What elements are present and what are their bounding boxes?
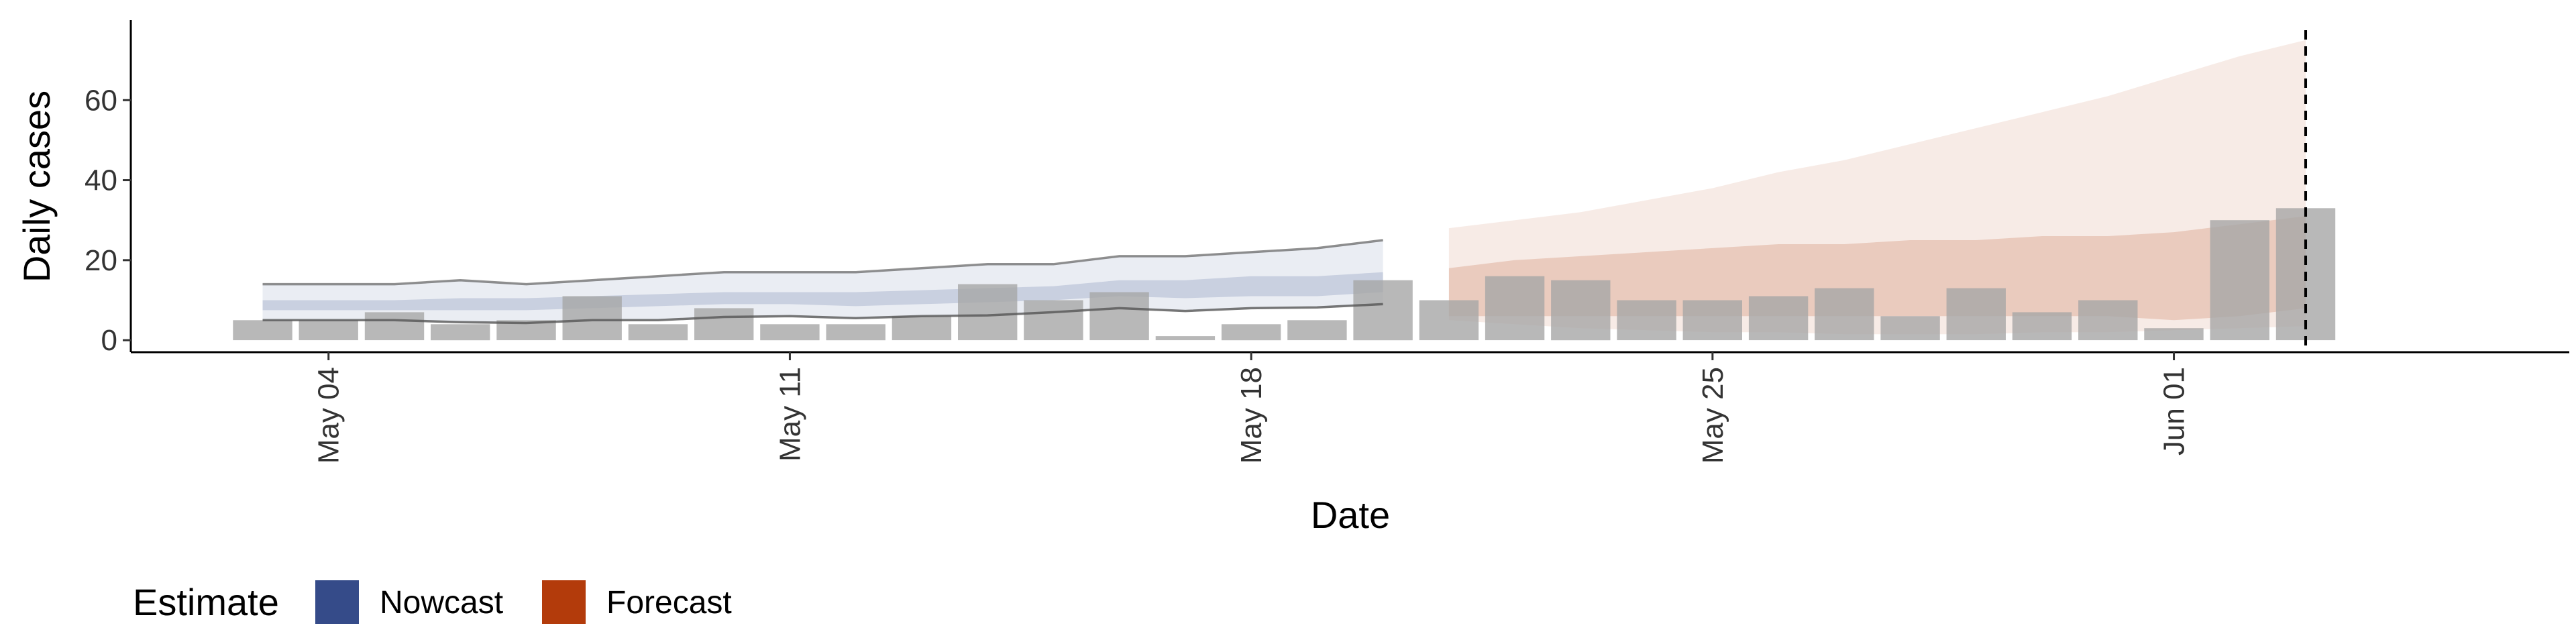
case-bar: [2012, 312, 2072, 341]
case-bar: [760, 324, 820, 341]
case-bar: [1748, 296, 1809, 341]
x-ticks: May 04 May 11 May 18 May 25 Jun 01: [313, 352, 2191, 464]
case-bar: [299, 320, 358, 341]
legend-title: Estimate: [133, 581, 279, 623]
case-bar: [2078, 300, 2138, 341]
forecast-inner-band: [1448, 216, 2306, 321]
case-bar: [2144, 328, 2204, 341]
legend-swatch-forecast: [542, 580, 586, 624]
nowcast-inner-band: [262, 272, 1383, 311]
x-tick-label: May 25: [1697, 367, 1729, 464]
case-bars: [233, 208, 2336, 341]
case-bar: [1485, 276, 1545, 341]
x-tick-label: May 18: [1235, 367, 1268, 464]
case-bar: [364, 312, 425, 341]
x-tick-label: May 04: [313, 367, 345, 464]
case-bar: [1419, 300, 1479, 341]
case-bar: [1024, 300, 1083, 341]
case-bar: [562, 296, 622, 341]
case-bar: [628, 324, 688, 341]
legend-swatch-nowcast: [315, 580, 359, 624]
case-bar: [892, 316, 952, 341]
case-bar: [431, 324, 490, 341]
case-bar: [233, 320, 292, 341]
forecast-bands: [1448, 40, 2306, 335]
case-bar: [694, 308, 754, 341]
case-bar: [958, 284, 1018, 341]
case-bar: [1880, 316, 1940, 341]
case-bar: [1353, 280, 1413, 341]
legend: Estimate Nowcast Forecast: [133, 580, 732, 624]
case-bar: [1551, 280, 1611, 341]
axes: [129, 20, 2569, 354]
nowcast-upper-line: [262, 239, 1383, 286]
y-tick-label: 60: [85, 84, 117, 117]
case-bar: [1682, 300, 1742, 341]
case-bar: [1287, 320, 1347, 341]
x-tick-label: May 11: [773, 367, 806, 462]
y-axis-title: Daily cases: [15, 91, 58, 282]
case-bar: [1815, 288, 1874, 341]
case-bar: [1221, 324, 1281, 341]
x-tick-label: Jun 01: [2158, 367, 2191, 455]
nowcast-lower-line: [262, 303, 1383, 325]
y-tick-label: 40: [85, 164, 117, 197]
legend-label-nowcast: Nowcast: [380, 585, 503, 621]
y-ticks: 0 20 40 60: [85, 84, 131, 357]
forecast-outer-band: [1448, 40, 2306, 335]
x-axis-title: Date: [1311, 494, 1390, 536]
legend-label-forecast: Forecast: [606, 585, 732, 621]
case-bar: [1946, 288, 2006, 341]
y-tick-label: 0: [101, 324, 117, 357]
nowcast-interval-lines: [262, 239, 1383, 325]
case-bar: [1155, 336, 1216, 341]
case-bar: [826, 324, 885, 341]
case-bar: [2210, 220, 2269, 341]
case-bar: [1617, 300, 1676, 341]
case-bar: [1089, 292, 1149, 341]
y-tick-label: 20: [85, 244, 117, 277]
